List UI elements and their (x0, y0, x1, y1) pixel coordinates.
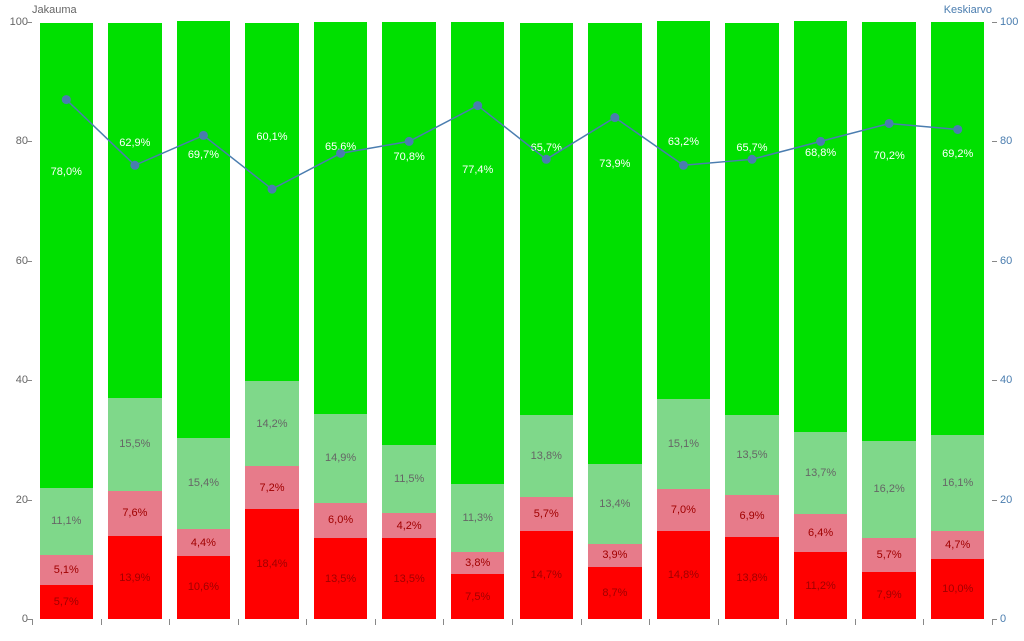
x-tick (923, 619, 924, 625)
y-left-tick (27, 380, 32, 381)
y-right-tick-label: 40 (1000, 374, 1024, 386)
y-left-tick (27, 141, 32, 142)
average-marker (954, 125, 962, 133)
y-left-tick-label: 60 (2, 255, 28, 267)
average-marker (337, 149, 345, 157)
x-tick (101, 619, 102, 625)
y-right-tick (992, 380, 997, 381)
y-right-tick-label: 60 (1000, 255, 1024, 267)
right-axis-title: Keskiarvo (944, 4, 992, 16)
x-tick (581, 619, 582, 625)
y-left-tick-label: 80 (2, 135, 28, 147)
average-marker (405, 137, 413, 145)
y-right-tick (992, 141, 997, 142)
y-left-tick-label: 100 (2, 16, 28, 28)
y-right-tick-label: 20 (1000, 494, 1024, 506)
x-tick (855, 619, 856, 625)
average-marker (474, 102, 482, 110)
y-left-tick (27, 22, 32, 23)
average-marker (611, 114, 619, 122)
y-left-tick-label: 40 (2, 374, 28, 386)
average-marker (131, 161, 139, 169)
x-tick (649, 619, 650, 625)
average-marker (679, 161, 687, 169)
plot-area: 5,7%5,1%11,1%78,0%13,9%7,6%15,5%62,9%10,… (32, 22, 992, 619)
x-tick (443, 619, 444, 625)
y-right-tick-label: 0 (1000, 613, 1024, 625)
average-marker (748, 155, 756, 163)
chart-container: Jakauma Keskiarvo 5,7%5,1%11,1%78,0%13,9… (0, 0, 1024, 641)
y-left-tick (27, 500, 32, 501)
y-right-tick-label: 100 (1000, 16, 1024, 28)
y-right-tick (992, 22, 997, 23)
x-tick (238, 619, 239, 625)
y-right-tick-label: 80 (1000, 135, 1024, 147)
left-axis-title: Jakauma (32, 4, 77, 16)
average-marker (268, 185, 276, 193)
average-marker (817, 137, 825, 145)
y-left-tick (27, 261, 32, 262)
x-tick (306, 619, 307, 625)
x-tick (375, 619, 376, 625)
x-tick (169, 619, 170, 625)
average-marker (62, 96, 70, 104)
average-polyline (66, 100, 957, 190)
x-tick (32, 619, 33, 625)
average-marker (542, 155, 550, 163)
average-line (32, 22, 992, 619)
x-tick (992, 619, 993, 625)
y-right-tick (992, 500, 997, 501)
y-left-tick-label: 0 (2, 613, 28, 625)
y-right-tick (992, 261, 997, 262)
average-marker (199, 131, 207, 139)
average-marker (885, 119, 893, 127)
x-tick (718, 619, 719, 625)
x-tick (786, 619, 787, 625)
x-tick (512, 619, 513, 625)
y-left-tick-label: 20 (2, 494, 28, 506)
